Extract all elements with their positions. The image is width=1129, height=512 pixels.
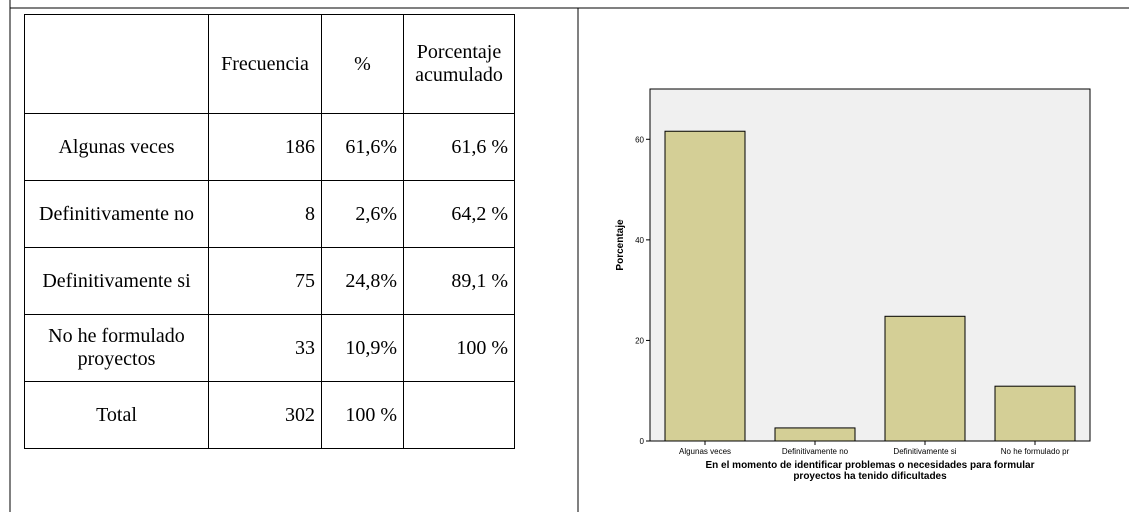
y-tick-label: 20 xyxy=(635,336,644,345)
row-frequency: 33 xyxy=(208,314,322,382)
row-cumulative: 100 % xyxy=(403,314,515,382)
row-percent: 100 % xyxy=(321,381,404,449)
x-axis-title-line-1: En el momento de identificar problemas o… xyxy=(706,460,1035,471)
x-tick-label: Algunas veces xyxy=(679,447,731,456)
bar xyxy=(884,315,966,442)
y-axis-title: Porcentaje xyxy=(615,219,626,271)
bar-chart: 0 20 40 60 Algunas veces Definitivamente no De… xyxy=(615,88,1091,482)
bar xyxy=(664,130,746,442)
row-percent: 2,6% xyxy=(321,180,404,248)
row-label: Definitivamente si xyxy=(24,247,209,315)
frequency-table: Frecuencia % Porcentaje acumulado Alguna… xyxy=(24,14,515,449)
y-tick-label: 60 xyxy=(635,135,644,144)
row-frequency: 302 xyxy=(208,381,322,449)
x-tick-label: Definitivamente no xyxy=(782,447,849,456)
table-row: Definitivamente no 8 2,6% 64,2 % xyxy=(24,180,515,248)
row-label: Definitivamente no xyxy=(24,180,209,248)
table-row-total: Total 302 100 % xyxy=(24,381,515,449)
y-tick-label: 0 xyxy=(640,437,645,446)
row-cumulative: 89,1 % xyxy=(403,247,515,315)
row-frequency: 75 xyxy=(208,247,322,315)
table-row: Definitivamente si 75 24,8% 89,1 % xyxy=(24,247,515,315)
x-tick-label: No he formulado pr xyxy=(1001,447,1070,456)
row-percent: 61,6% xyxy=(321,113,404,181)
row-label: Total xyxy=(24,381,209,449)
row-cumulative: 61,6 % xyxy=(403,113,515,181)
header-cumulative: Porcentaje acumulado xyxy=(403,14,515,114)
row-percent: 24,8% xyxy=(321,247,404,315)
row-cumulative: 64,2 % xyxy=(403,180,515,248)
bar xyxy=(994,385,1076,442)
row-frequency: 8 xyxy=(208,180,322,248)
row-label: Algunas veces xyxy=(24,113,209,181)
row-percent: 10,9% xyxy=(321,314,404,382)
header-percent: % xyxy=(321,14,404,114)
row-frequency: 186 xyxy=(208,113,322,181)
header-empty xyxy=(24,14,209,114)
axis-layer: 0 20 40 60 Algunas veces Definitivamente no De… xyxy=(635,89,1090,456)
row-label: No he formulado proyectos xyxy=(24,314,209,382)
y-tick-label: 40 xyxy=(635,236,644,245)
bars-layer xyxy=(664,130,1076,442)
x-tick-label: Definitivamente si xyxy=(893,447,956,456)
table-row: Algunas veces 186 61,6% 61,6 % xyxy=(24,113,515,181)
bar xyxy=(774,427,856,442)
header-frecuencia: Frecuencia xyxy=(208,14,322,114)
x-axis-title-line-2: proyectos ha tenido dificultades xyxy=(793,471,947,482)
table-row: No he formulado proyectos 33 10,9% 100 % xyxy=(24,314,515,382)
row-cumulative xyxy=(403,381,515,449)
table-header-row: Frecuencia % Porcentaje acumulado xyxy=(24,14,515,114)
